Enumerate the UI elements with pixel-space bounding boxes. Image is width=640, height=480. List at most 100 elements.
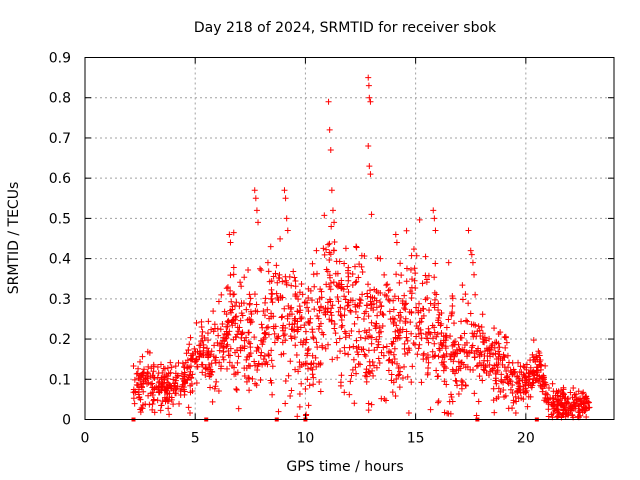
data-point	[350, 356, 357, 363]
data-point	[333, 282, 340, 289]
data-point	[135, 391, 142, 398]
data-point	[187, 389, 194, 396]
data-point	[247, 295, 254, 302]
data-point	[472, 291, 479, 298]
data-point	[264, 306, 271, 313]
plot-frame	[84, 57, 615, 420]
data-point	[328, 223, 335, 230]
data-point	[301, 322, 308, 329]
data-point	[276, 275, 283, 282]
data-point	[377, 255, 384, 262]
data-point	[326, 126, 333, 133]
data-point	[471, 390, 478, 397]
data-point	[280, 332, 287, 339]
data-point	[533, 377, 540, 384]
data-point	[420, 312, 427, 319]
data-point	[224, 284, 231, 291]
data-point	[274, 279, 281, 286]
data-point	[153, 384, 160, 391]
data-point	[189, 350, 196, 357]
data-point	[505, 364, 512, 371]
data-point	[573, 391, 580, 398]
data-point	[261, 353, 268, 360]
data-point	[262, 299, 269, 306]
data-point	[324, 308, 331, 315]
data-point	[365, 82, 372, 89]
data-point	[243, 356, 250, 363]
data-point	[513, 388, 520, 395]
data-point	[368, 319, 375, 326]
data-point	[155, 370, 162, 377]
data-point	[353, 337, 360, 344]
data-point	[385, 367, 392, 374]
data-point	[433, 333, 440, 340]
y-tick-label: 0.3	[49, 292, 71, 308]
data-point	[293, 293, 300, 300]
y-tick-label: 0.8	[49, 91, 71, 107]
data-point	[365, 142, 372, 149]
data-point	[318, 288, 325, 295]
data-point	[291, 274, 298, 281]
data-point	[291, 327, 298, 334]
data-point	[211, 385, 218, 392]
data-point	[560, 410, 567, 417]
data-point	[354, 314, 361, 321]
data-point	[344, 283, 351, 290]
data-point	[575, 403, 582, 410]
data-point	[394, 335, 401, 342]
data-point	[537, 366, 544, 373]
data-point	[266, 315, 273, 322]
data-point	[524, 403, 531, 410]
data-point	[367, 171, 374, 178]
data-point	[232, 349, 239, 356]
grid-layer	[85, 57, 614, 420]
data-point	[419, 280, 426, 287]
data-point	[403, 328, 410, 335]
data-point	[235, 328, 242, 335]
data-point	[292, 283, 299, 290]
data-point	[265, 351, 272, 358]
data-point	[553, 405, 560, 412]
data-point	[338, 312, 345, 319]
data-point	[491, 344, 498, 351]
data-point	[422, 296, 429, 303]
x-tick-label: 5	[191, 431, 200, 447]
data-point	[435, 300, 442, 307]
data-point	[457, 334, 464, 341]
data-point	[298, 281, 305, 288]
data-point	[204, 330, 211, 337]
data-point	[195, 353, 202, 360]
data-point	[329, 207, 336, 214]
data-point	[237, 279, 244, 286]
data-point	[362, 372, 369, 379]
data-point	[376, 329, 383, 336]
data-point	[401, 292, 408, 299]
data-point	[365, 400, 372, 407]
data-point	[311, 283, 318, 290]
data-point	[269, 299, 276, 306]
data-point	[425, 339, 432, 346]
data-point	[261, 312, 268, 319]
data-point	[334, 293, 341, 300]
data-point	[323, 246, 330, 253]
data-point	[522, 379, 529, 386]
data-point	[517, 386, 524, 393]
data-point	[141, 366, 148, 373]
data-point	[317, 286, 324, 293]
data-point	[385, 357, 392, 364]
data-point	[381, 291, 388, 298]
data-point	[476, 327, 483, 334]
data-point	[353, 243, 360, 250]
data-point	[292, 366, 299, 373]
data-point	[258, 321, 265, 328]
data-point	[441, 378, 448, 385]
data-point	[344, 267, 351, 274]
data-point	[139, 353, 146, 360]
data-point	[270, 323, 277, 330]
data-point	[296, 303, 303, 310]
data-point	[334, 283, 341, 290]
data-point	[305, 365, 312, 372]
data-point	[140, 378, 147, 385]
data-point	[550, 388, 557, 395]
data-point	[186, 341, 193, 348]
